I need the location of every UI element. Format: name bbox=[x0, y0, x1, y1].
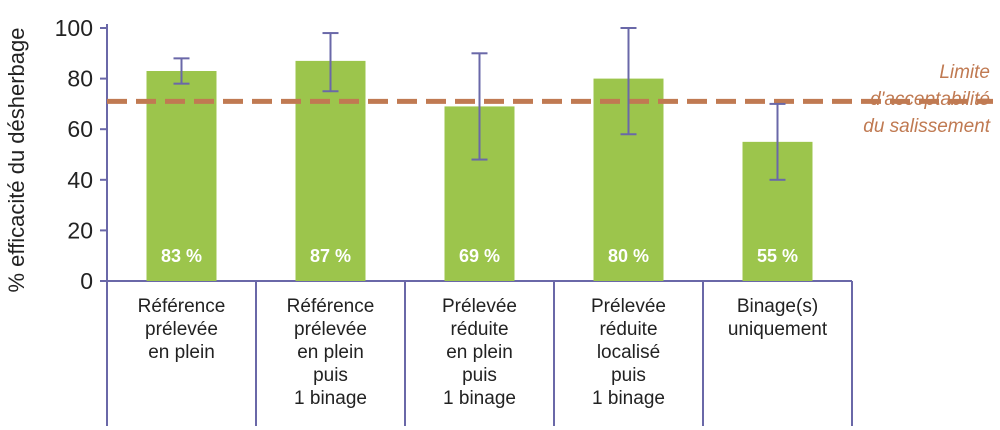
y-tick-label: 60 bbox=[67, 116, 93, 142]
threshold-label: d'acceptabilité bbox=[870, 89, 990, 110]
category-label: réduite bbox=[450, 319, 508, 340]
y-tick-label: 80 bbox=[67, 66, 93, 92]
bar-data-label: 69 % bbox=[459, 246, 500, 266]
category-label: prélevée bbox=[145, 319, 218, 340]
category-label: Référence bbox=[287, 296, 375, 317]
category-label: puis bbox=[611, 365, 646, 386]
bar bbox=[295, 60, 366, 281]
category-label: en plein bbox=[446, 342, 513, 363]
y-tick-label: 40 bbox=[67, 167, 93, 193]
category-label: Référence bbox=[138, 296, 226, 317]
category-label: 1 binage bbox=[294, 388, 367, 409]
category-label: Prélevée bbox=[591, 296, 666, 317]
labels-layer: 0 20 40 60 80 100 % efficacité du désherbage 83… bbox=[4, 15, 991, 409]
category-label: en plein bbox=[148, 342, 215, 363]
bar bbox=[146, 71, 217, 281]
bar-data-label: 83 % bbox=[161, 246, 202, 266]
threshold-label: du salissement bbox=[863, 116, 990, 137]
error-bars-layer bbox=[173, 27, 786, 181]
axes-layer bbox=[100, 24, 853, 426]
category-label: 1 binage bbox=[592, 388, 665, 409]
category-label: 1 binage bbox=[443, 388, 516, 409]
bar-data-label: 80 % bbox=[608, 246, 649, 266]
bar-data-label: 55 % bbox=[757, 246, 798, 266]
y-tick-label: 100 bbox=[55, 15, 93, 41]
category-label: puis bbox=[313, 365, 348, 386]
category-label: Binage(s) bbox=[737, 296, 818, 317]
y-tick-label: 0 bbox=[80, 268, 93, 294]
category-label: prélevée bbox=[294, 319, 367, 340]
category-label: Prélevée bbox=[442, 296, 517, 317]
category-label: localisé bbox=[597, 342, 660, 363]
y-tick-label: 20 bbox=[67, 217, 93, 243]
category-label: réduite bbox=[599, 319, 657, 340]
category-label: en plein bbox=[297, 342, 364, 363]
y-axis-title: % efficacité du désherbage bbox=[4, 28, 29, 293]
threshold-label: Limite bbox=[939, 62, 990, 83]
category-label: uniquement bbox=[728, 319, 828, 340]
category-label: puis bbox=[462, 365, 497, 386]
bar-data-label: 87 % bbox=[310, 246, 351, 266]
